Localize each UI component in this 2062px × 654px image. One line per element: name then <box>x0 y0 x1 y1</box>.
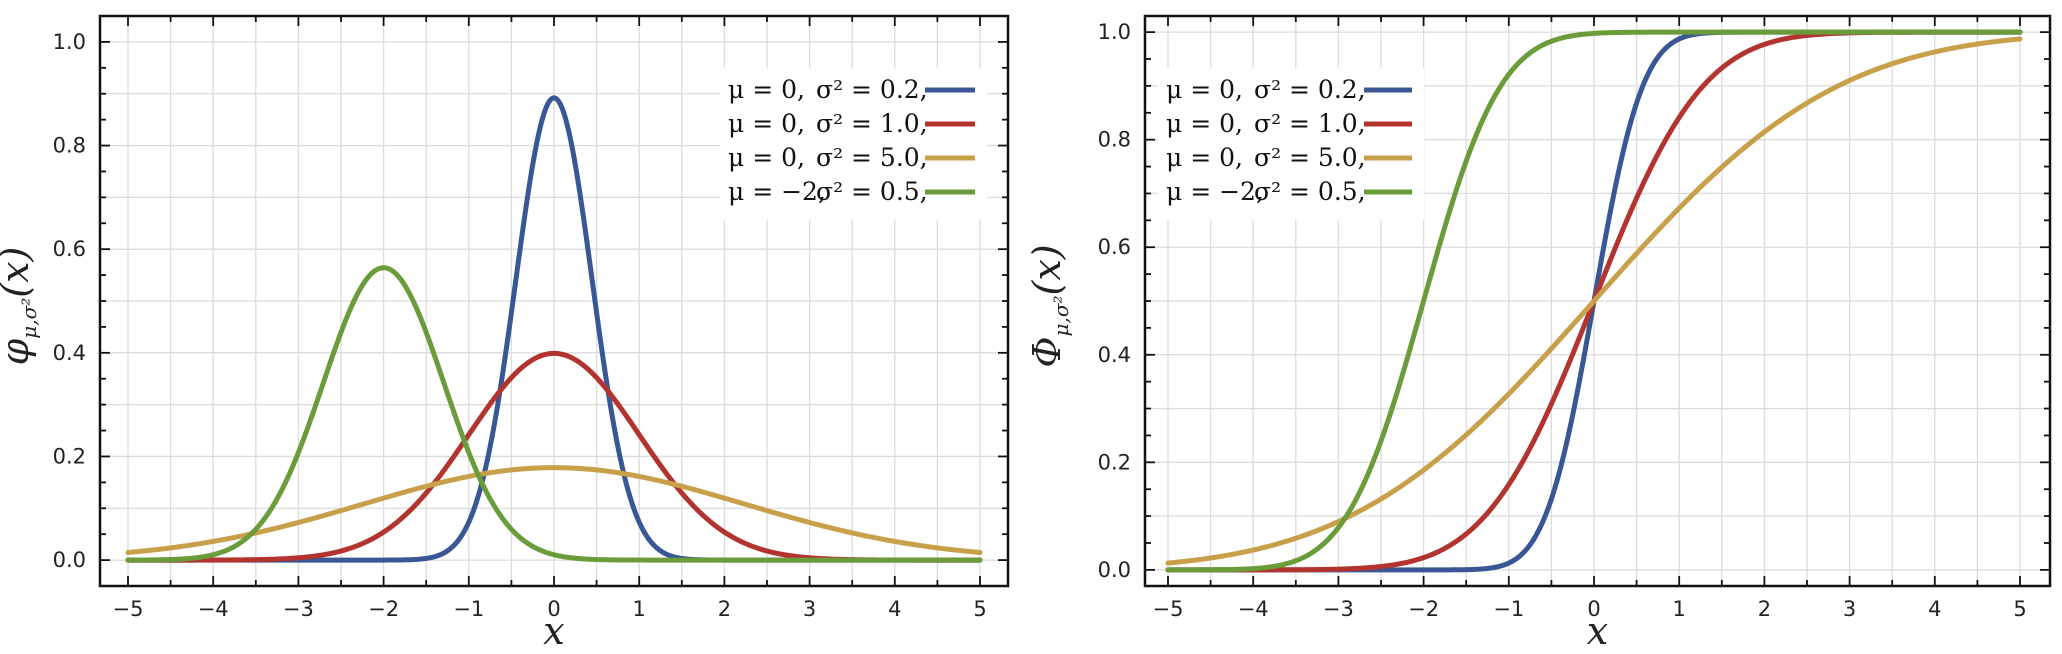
x-tick-label: −1 <box>453 597 484 621</box>
legend-mu-label: μ = 0, <box>728 75 805 104</box>
y-tick-label: 0.2 <box>53 444 86 468</box>
x-tick-label: 4 <box>888 597 901 621</box>
x-tick-label: 5 <box>973 597 986 621</box>
x-tick-label: 5 <box>2013 597 2026 621</box>
tick-marks <box>1145 16 2050 586</box>
x-tick-label: 2 <box>1758 597 1771 621</box>
legend: μ = 0, σ² = 0.2, μ = 0, σ² = 1.0, μ = 0, σ² =… <box>720 68 987 220</box>
x-tick-label: 1 <box>633 597 646 621</box>
y-tick-label: 0.0 <box>53 548 86 572</box>
x-tick-label: −3 <box>1323 597 1354 621</box>
y-axis-title-subscript: μ,σ² <box>17 298 41 339</box>
legend-mu-label: μ = 0, <box>1166 75 1243 104</box>
series-line <box>1165 29 2023 573</box>
x-axis-title: x <box>543 609 564 653</box>
series-line <box>125 265 983 563</box>
x-tick-label: −4 <box>198 597 229 621</box>
legend-variance-label: σ² = 1.0, <box>1254 109 1366 138</box>
legend-variance-label: σ² = 5.0, <box>816 143 928 172</box>
y-tick-label: 0.8 <box>1098 128 1131 152</box>
y-axis-title-subscript: μ,σ² <box>1049 295 1073 336</box>
legend-variance-label: σ² = 0.5, <box>816 177 928 206</box>
legend-mu-label: μ = 0, <box>728 109 805 138</box>
plot-frame <box>1143 14 2052 588</box>
legend-variance-label: σ² = 0.2, <box>816 75 928 104</box>
y-tick-label: 1.0 <box>1098 20 1131 44</box>
y-tick-label: 0.6 <box>1098 235 1131 259</box>
y-axis-title-argument: (x) <box>0 247 37 298</box>
x-tick-label: 3 <box>1843 597 1856 621</box>
legend-variance-label: σ² = 0.5, <box>1254 177 1366 206</box>
x-tick-label: 0 <box>547 597 560 621</box>
plot-frame <box>98 14 1010 588</box>
x-tick-label: −2 <box>368 597 399 621</box>
legend-mu-label: μ = 0, <box>1166 143 1243 172</box>
legend-variance-label: σ² = 1.0, <box>816 109 928 138</box>
y-tick-label: 0.0 <box>1098 558 1131 582</box>
y-tick-label: 0.2 <box>1098 450 1131 474</box>
x-tick-label: −5 <box>1153 597 1184 621</box>
y-tick-label: 0.4 <box>53 341 86 365</box>
x-tick-label: −3 <box>283 597 314 621</box>
legend-background <box>720 68 987 220</box>
curves <box>125 95 983 563</box>
legend-mu-label: μ = −2, <box>1166 177 1264 206</box>
legend-background <box>1158 68 1424 220</box>
y-axis-title-symbol: φ <box>0 338 37 365</box>
series-line <box>1165 36 2023 566</box>
y-tick-label: 0.4 <box>1098 343 1131 367</box>
y-axis-title: Φμ,σ²(x) <box>1025 244 1073 367</box>
legend-mu-label: μ = −2, <box>728 177 826 206</box>
y-tick-label: 1.0 <box>53 30 86 54</box>
x-tick-label: −5 <box>113 597 144 621</box>
x-tick-label: −2 <box>1408 597 1439 621</box>
series-line <box>125 465 983 555</box>
legend-variance-label: σ² = 5.0, <box>1254 143 1366 172</box>
legend: μ = 0, σ² = 0.2, μ = 0, σ² = 1.0, μ = 0, σ² =… <box>1158 68 1424 220</box>
x-tick-label: 3 <box>803 597 816 621</box>
y-tick-label: 0.6 <box>53 237 86 261</box>
legend-variance-label: σ² = 0.2, <box>1254 75 1366 104</box>
x-tick-label: −1 <box>1493 597 1524 621</box>
y-axis-title-argument: (x) <box>1025 244 1069 295</box>
curves <box>1165 29 2023 573</box>
x-axis-title: x <box>1587 609 1608 653</box>
x-tick-label: 4 <box>1928 597 1941 621</box>
y-axis-title-symbol: Φ <box>1025 336 1069 367</box>
legend-mu-label: μ = 0, <box>1166 109 1243 138</box>
x-tick-label: 2 <box>718 597 731 621</box>
cdf-chart: −5 −4 −3 −2 −1 0 1 2 3 4 5 0.0 0.2 0.4 0.6 0.8 1.0 x Φμ,σ²… <box>1025 14 2052 653</box>
pdf-chart: −5 −4 −3 −2 −1 0 1 2 3 4 5 0.0 0.2 0.4 0.6 0.8 1.0 x φμ,σ²… <box>0 14 1010 653</box>
x-tick-label: −4 <box>1238 597 1269 621</box>
legend-mu-label: μ = 0, <box>728 143 805 172</box>
x-tick-label: 1 <box>1673 597 1686 621</box>
y-axis-title: φμ,σ²(x) <box>0 247 41 366</box>
y-tick-label: 0.8 <box>53 134 86 158</box>
x-tick-label: 0 <box>1587 597 1600 621</box>
